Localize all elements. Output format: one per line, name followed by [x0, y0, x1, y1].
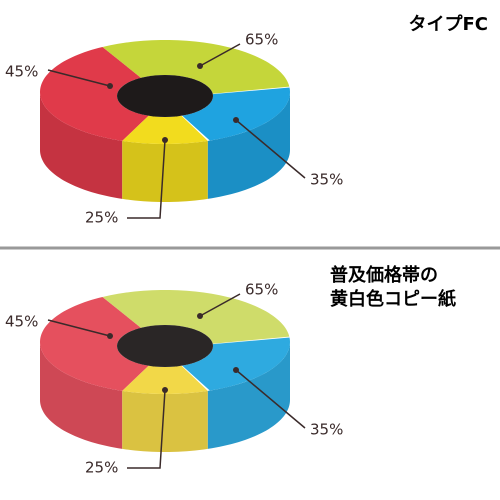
leader-line: [199, 43, 241, 67]
leader-line: [47, 319, 111, 337]
segment: [102, 40, 290, 94]
percent-label: 35%: [310, 171, 343, 189]
leader-line: [199, 293, 241, 317]
panel-title: タイプFC: [408, 13, 488, 35]
leader-dot: [107, 83, 113, 89]
leader-line: [235, 369, 306, 429]
panel-title: 黄白色コピー紙: [330, 288, 456, 310]
side-wall: [207, 92, 290, 199]
percent-label: 25%: [85, 459, 118, 477]
leader-line: [127, 389, 166, 469]
percent-label: 45%: [5, 313, 38, 331]
leader-dot: [197, 63, 203, 69]
percent-label: 25%: [85, 209, 118, 227]
leader-line: [47, 69, 111, 87]
leader-dot: [162, 387, 168, 393]
segment: [102, 290, 290, 344]
percent-label: 65%: [245, 281, 278, 299]
leader-line: [235, 119, 306, 179]
leader-line: [127, 139, 166, 219]
donut: [40, 290, 290, 452]
hole: [117, 75, 213, 117]
leader-dot: [162, 137, 168, 143]
hole: [117, 325, 213, 367]
segment: [122, 365, 208, 394]
percent-label: 35%: [310, 421, 343, 439]
side-wall: [207, 342, 290, 449]
segment: [40, 296, 149, 391]
leader-dot: [233, 367, 239, 373]
segment: [182, 337, 290, 391]
percent-label: 65%: [245, 31, 278, 49]
leader-dot: [197, 313, 203, 319]
segment: [182, 87, 290, 141]
side-wall: [122, 390, 208, 452]
side-wall: [40, 92, 123, 199]
side-wall: [40, 342, 123, 449]
percent-label: 45%: [5, 63, 38, 81]
leader-dot: [107, 333, 113, 339]
panel-title: 普及価格帯の: [330, 264, 438, 286]
leader-dot: [233, 117, 239, 123]
side-wall: [122, 140, 208, 202]
donut: [40, 40, 290, 202]
segment: [122, 115, 208, 144]
segment: [40, 46, 149, 141]
